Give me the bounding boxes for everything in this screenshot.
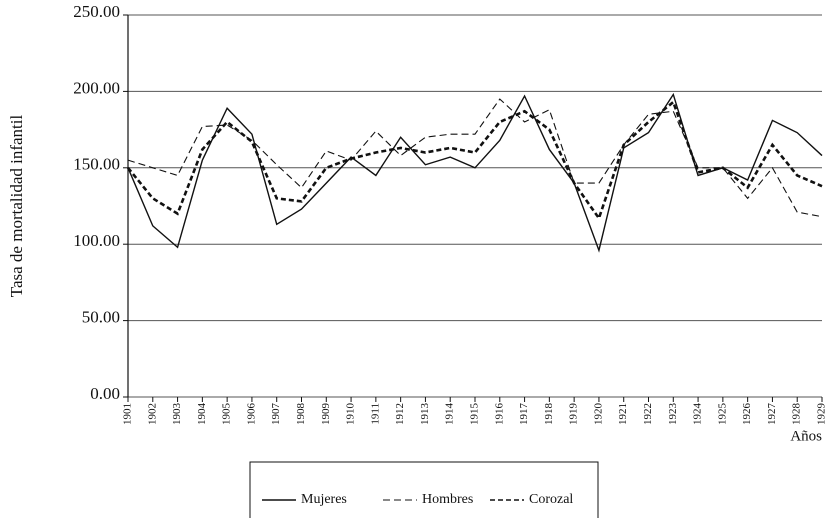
x-tick-label: 1905 bbox=[221, 403, 233, 426]
x-tick-label: 1907 bbox=[270, 403, 282, 426]
x-tick-label: 1911 bbox=[369, 403, 381, 425]
x-tick-label: 1915 bbox=[469, 403, 481, 426]
y-tick-label: 50.00 bbox=[82, 308, 120, 327]
x-tick-label: 1906 bbox=[245, 403, 257, 426]
x-tick-label: 1922 bbox=[642, 403, 654, 425]
x-tick-label: 1920 bbox=[592, 403, 604, 426]
x-tick-label: 1917 bbox=[518, 403, 530, 426]
x-tick-label: 1902 bbox=[146, 403, 158, 425]
y-tick-label: 200.00 bbox=[73, 78, 120, 97]
legend-label: Corozal bbox=[529, 492, 573, 507]
series-line bbox=[127, 98, 823, 218]
legend-box bbox=[249, 461, 599, 518]
y-tick-label: 250.00 bbox=[73, 2, 120, 21]
x-tick-label: 1924 bbox=[692, 403, 704, 426]
y-axis-label: Tasa de mortalidad infantil bbox=[7, 115, 26, 298]
x-tick-label: 1918 bbox=[543, 403, 555, 426]
x-axis-label: Años bbox=[790, 428, 822, 444]
x-tick-label: 1912 bbox=[394, 403, 406, 425]
x-tick-label: 1901 bbox=[122, 403, 134, 425]
x-tick-label: 1923 bbox=[667, 403, 679, 426]
x-tick-label: 1908 bbox=[295, 403, 307, 426]
x-tick-label: 1928 bbox=[791, 403, 803, 426]
x-tick-label: 1909 bbox=[320, 403, 332, 426]
x-tick-label: 1904 bbox=[196, 403, 208, 426]
x-tick-label: 1903 bbox=[171, 403, 183, 426]
x-tick-label: 1926 bbox=[741, 403, 753, 426]
y-tick-label: 100.00 bbox=[73, 231, 120, 250]
x-tick-label: 1927 bbox=[766, 403, 778, 426]
legend-label: Mujeres bbox=[301, 492, 347, 507]
x-tick-label: 1913 bbox=[419, 403, 431, 426]
y-tick-label: 150.00 bbox=[73, 155, 120, 174]
legend-label: Hombres bbox=[422, 492, 473, 507]
series-line bbox=[126, 99, 823, 222]
x-tick-label: 1914 bbox=[444, 403, 456, 426]
x-tick-label: 1925 bbox=[716, 403, 728, 426]
x-tick-label: 1921 bbox=[617, 403, 629, 425]
series-line bbox=[127, 92, 823, 253]
x-tick-label: 1910 bbox=[345, 403, 357, 426]
x-tick-label: 1929 bbox=[816, 403, 827, 426]
x-tick-label: 1919 bbox=[568, 403, 580, 426]
y-tick-label: 0.00 bbox=[90, 384, 120, 403]
x-tick-label: 1916 bbox=[493, 403, 505, 426]
